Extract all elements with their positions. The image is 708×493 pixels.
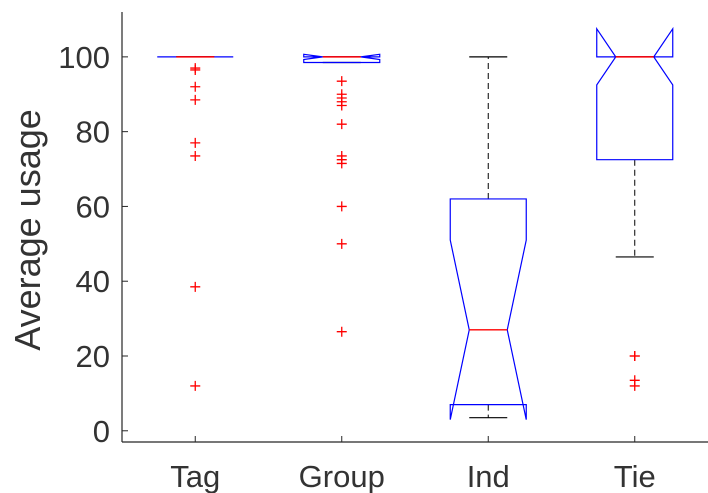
outlier-point	[190, 64, 201, 75]
outlier-point	[190, 81, 201, 92]
y-tick-label: 20	[76, 339, 110, 374]
outlier-point	[629, 380, 640, 391]
x-tick-label: Group	[299, 459, 385, 493]
outlier-point	[336, 119, 347, 130]
outlier-point	[190, 380, 201, 391]
y-tick-label: 40	[76, 264, 110, 299]
labels: Average usage	[7, 109, 48, 351]
x-tick-label: Tie	[614, 459, 656, 493]
outlier-point	[190, 150, 201, 161]
y-axis-label: Average usage	[7, 109, 48, 351]
outlier-point	[336, 201, 347, 212]
boxes	[157, 26, 674, 420]
axes: 0 20 40 60 80 100 Tag Group Ind Tie	[58, 12, 708, 493]
y-tick-label: 60	[76, 189, 110, 224]
box-body	[303, 53, 381, 64]
outlier-point	[190, 281, 201, 292]
outlier-point	[336, 326, 347, 337]
outlier-point	[336, 100, 347, 111]
y-tick-label: 100	[58, 40, 110, 75]
outlier-point	[336, 158, 347, 169]
outlier-point	[190, 94, 201, 105]
box-ind	[449, 56, 527, 420]
outlier-point	[336, 76, 347, 87]
box-body	[449, 198, 527, 420]
box-body	[596, 26, 674, 161]
outlier-point	[190, 137, 201, 148]
y-tick-label: 0	[93, 414, 110, 449]
outlier-point	[336, 238, 347, 249]
box-tie	[596, 26, 674, 391]
x-tick-label: Ind	[467, 459, 510, 493]
outlier-point	[629, 351, 640, 361]
y-tick-label: 80	[76, 115, 110, 150]
box-tag	[157, 56, 234, 391]
box-group	[303, 53, 381, 337]
x-tick-label: Tag	[170, 459, 220, 493]
